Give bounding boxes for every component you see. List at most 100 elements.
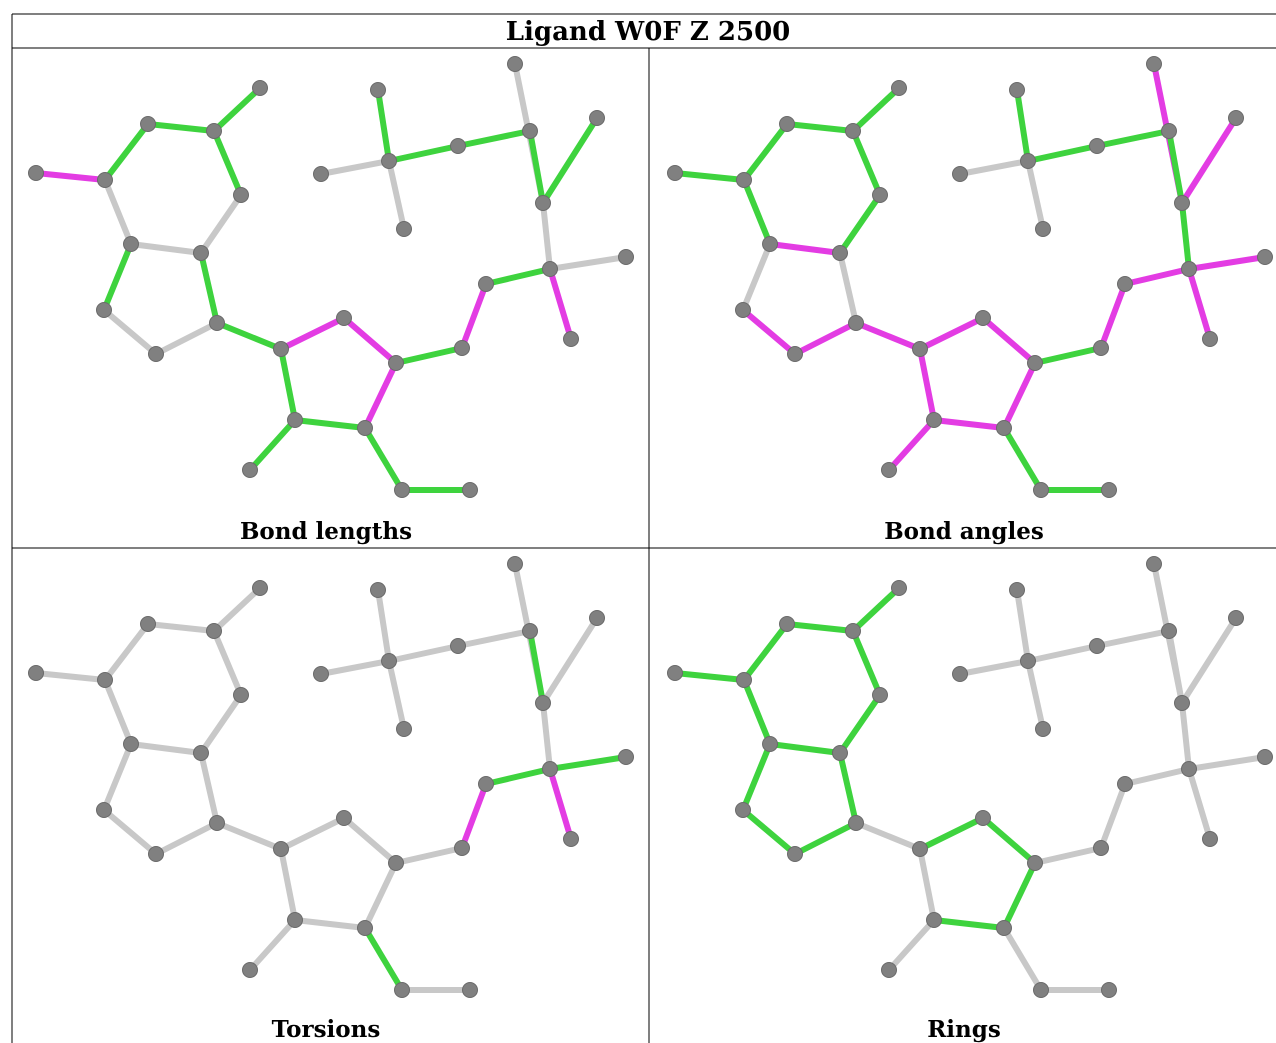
bond [837, 250, 859, 326]
bond [1025, 143, 1100, 164]
bond [837, 192, 883, 256]
atom [735, 302, 751, 318]
atom [1174, 695, 1190, 711]
atom [193, 745, 209, 761]
bond [957, 658, 1031, 677]
bond [1166, 628, 1185, 706]
bond [214, 820, 284, 852]
bond [145, 621, 217, 634]
atom [762, 736, 778, 752]
figure-title: Ligand W0F Z 2500 [506, 17, 791, 47]
atom [848, 315, 864, 331]
bond [386, 643, 461, 664]
atom [242, 962, 258, 978]
atom [1009, 582, 1025, 598]
bond [459, 281, 489, 351]
atom [1101, 482, 1117, 498]
bond [917, 315, 986, 352]
bond [850, 585, 902, 634]
bond [278, 315, 347, 352]
atom [148, 846, 164, 862]
atom [233, 187, 249, 203]
atom [779, 116, 795, 132]
atom [287, 912, 303, 928]
atom [952, 166, 968, 182]
atom [1035, 721, 1051, 737]
atom [787, 346, 803, 362]
atom [313, 666, 329, 682]
atom [388, 855, 404, 871]
atom [394, 982, 410, 998]
bond [362, 425, 405, 493]
atom [370, 82, 386, 98]
atom [96, 302, 112, 318]
atom [1117, 276, 1133, 292]
bond [931, 417, 1007, 431]
atom [926, 412, 942, 428]
bond [957, 158, 1031, 177]
atom [478, 776, 494, 792]
bond [1032, 345, 1104, 366]
bond [1025, 658, 1046, 732]
atom [388, 355, 404, 371]
bond [741, 121, 790, 183]
atom [450, 138, 466, 154]
atom [450, 638, 466, 654]
atom [28, 665, 44, 681]
atom [1089, 638, 1105, 654]
bond [483, 766, 553, 787]
bond [101, 807, 159, 857]
bond [837, 750, 859, 826]
atom [1027, 355, 1043, 371]
bond [459, 781, 489, 851]
atom [912, 341, 928, 357]
bond [1014, 87, 1031, 164]
bond [917, 815, 986, 852]
bond [211, 585, 263, 634]
atom [1020, 653, 1036, 669]
atom [252, 80, 268, 96]
bond [278, 346, 298, 423]
bond [547, 766, 574, 842]
bond [917, 346, 937, 423]
bond [1001, 860, 1038, 931]
atom [542, 761, 558, 777]
atom [975, 810, 991, 826]
atom [357, 420, 373, 436]
atom [1202, 331, 1218, 347]
atom [589, 610, 605, 626]
bond [211, 128, 244, 198]
atom [1035, 221, 1051, 237]
atom [881, 462, 897, 478]
bond [1001, 360, 1038, 431]
atom [97, 672, 113, 688]
bond [386, 658, 407, 732]
atom [1174, 195, 1190, 211]
bond [853, 820, 923, 852]
bond [211, 628, 244, 698]
atom [912, 841, 928, 857]
bond [672, 170, 747, 183]
atom [1181, 261, 1197, 277]
atom [206, 123, 222, 139]
atom [736, 672, 752, 688]
bond [740, 241, 773, 313]
atom [148, 346, 164, 362]
bond [292, 917, 368, 931]
bond [362, 360, 399, 431]
bond [145, 121, 217, 134]
bond [784, 121, 856, 134]
atom [1009, 82, 1025, 98]
atom [1101, 982, 1117, 998]
atom [123, 236, 139, 252]
bond [837, 692, 883, 756]
atom [563, 831, 579, 847]
atom [1146, 56, 1162, 72]
bond [1179, 615, 1239, 706]
atom [193, 245, 209, 261]
bond [393, 345, 465, 366]
bond [247, 917, 298, 973]
bond [740, 741, 773, 813]
atom [1228, 110, 1244, 126]
atom [1257, 749, 1273, 765]
